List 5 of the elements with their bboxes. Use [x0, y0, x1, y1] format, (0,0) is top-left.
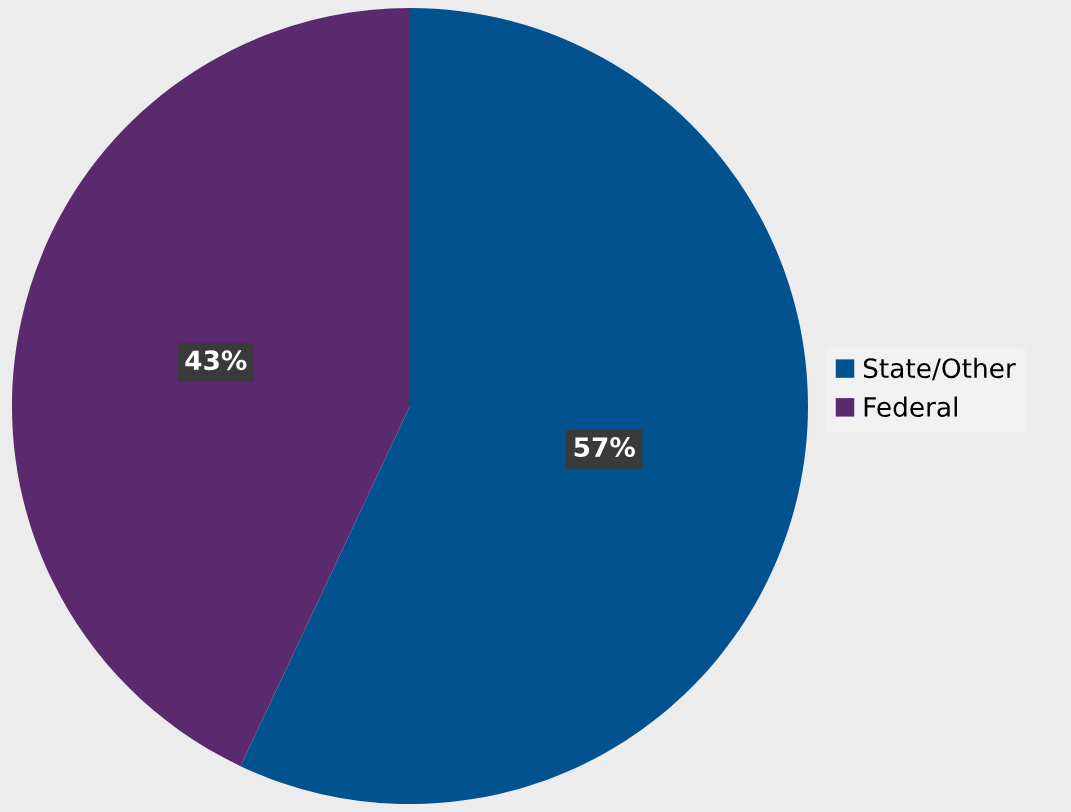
legend-label: Federal — [864, 396, 957, 417]
data-label: 43% — [185, 350, 247, 371]
pie-slice — [11, 7, 410, 767]
data-label: 57% — [574, 437, 635, 458]
legend-label: State/Other — [863, 357, 1016, 381]
